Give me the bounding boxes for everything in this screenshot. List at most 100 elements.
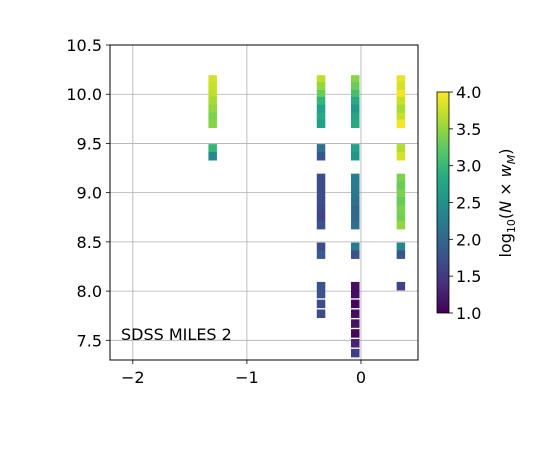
heatmap-cell bbox=[351, 197, 360, 206]
heatmap-cell bbox=[316, 197, 326, 206]
heatmap-cell bbox=[316, 119, 326, 128]
colorbar-tick-label: 4.0 bbox=[456, 83, 481, 102]
y-tick-label: 8.0 bbox=[77, 282, 102, 301]
heatmap-cell bbox=[351, 348, 360, 358]
heatmap-cell bbox=[351, 112, 360, 122]
heatmap-cell bbox=[351, 213, 360, 222]
heatmap-cell bbox=[351, 104, 360, 114]
heatmap-cell bbox=[208, 89, 217, 99]
heatmap-cell bbox=[396, 144, 406, 153]
heatmap-cell bbox=[316, 299, 326, 309]
heatmap-cell bbox=[396, 220, 406, 230]
heatmap-cell bbox=[396, 173, 406, 183]
heatmap-cell bbox=[316, 144, 326, 153]
heatmap-cell bbox=[208, 104, 217, 114]
colorbar-tick-label: 3.5 bbox=[456, 120, 481, 139]
heatmap-cell bbox=[396, 250, 406, 259]
heatmap-cell bbox=[396, 75, 406, 84]
heatmap-cell bbox=[396, 96, 406, 106]
colorbar: 1.0 1.5 2.0 2.5 3.0 3.5 4.0 bbox=[436, 83, 481, 323]
heatmap-cell bbox=[351, 329, 360, 338]
heatmap-cell bbox=[396, 281, 406, 291]
heatmap-cell bbox=[351, 205, 360, 214]
colorbar-tick-label: 1.5 bbox=[456, 267, 481, 286]
y-axis: 7.5 8.0 8.5 9.0 9.5 10.0 10.5 bbox=[66, 36, 110, 350]
heatmap-cell bbox=[396, 197, 406, 206]
heatmap-cell bbox=[316, 250, 326, 259]
colorbar-tick-label: 2.0 bbox=[456, 230, 481, 249]
y-tick-label: 10.0 bbox=[66, 85, 102, 104]
colorbar-tick-label: 2.5 bbox=[456, 194, 481, 213]
heatmap-cell bbox=[351, 181, 360, 191]
heatmap-cell bbox=[316, 89, 326, 99]
heatmap-cell bbox=[208, 96, 217, 106]
heatmap-cell bbox=[316, 289, 326, 299]
heatmap-cell bbox=[351, 151, 360, 161]
heatmap-cell bbox=[316, 281, 326, 291]
heatmap-cell bbox=[396, 89, 406, 99]
colorbar-tick-label: 1.0 bbox=[456, 304, 481, 323]
heatmap-cell bbox=[351, 309, 360, 318]
x-axis: −2 −1 0 bbox=[121, 360, 366, 387]
heatmap-cell bbox=[396, 112, 406, 122]
heatmap-cell bbox=[316, 220, 326, 230]
heatmap-cell bbox=[208, 112, 217, 122]
heatmap-cell bbox=[316, 96, 326, 106]
heatmap-cell bbox=[351, 319, 360, 328]
heatmap-cell bbox=[351, 96, 360, 106]
x-tick-label: 0 bbox=[356, 368, 366, 387]
heatmap-cells bbox=[208, 75, 406, 358]
heatmap-cell bbox=[208, 82, 217, 91]
heatmap-cell bbox=[396, 119, 406, 128]
heatmap-cell bbox=[351, 82, 360, 91]
grid-lines bbox=[110, 44, 418, 360]
heatmap-cell bbox=[316, 205, 326, 214]
heatmap-cell bbox=[351, 289, 360, 299]
heatmap-cell bbox=[351, 250, 360, 259]
y-tick-label: 9.0 bbox=[77, 184, 102, 203]
colorbar-gradient bbox=[436, 91, 450, 314]
heatmap-cell bbox=[316, 213, 326, 222]
heatmap-cell bbox=[351, 299, 360, 309]
heatmap-cell bbox=[351, 75, 360, 84]
heatmap-cell bbox=[351, 242, 360, 252]
heatmap-cell bbox=[351, 339, 360, 348]
y-tick-label: 7.5 bbox=[77, 331, 102, 350]
heatmap-cell bbox=[396, 213, 406, 222]
colorbar-tick-label: 3.0 bbox=[456, 157, 481, 176]
heatmap-cell bbox=[396, 104, 406, 114]
heatmap-cell bbox=[351, 173, 360, 183]
heatmap-cell bbox=[316, 151, 326, 161]
heatmap-cell bbox=[316, 173, 326, 183]
heatmap-cell bbox=[208, 75, 217, 84]
heatmap-cell bbox=[396, 181, 406, 191]
heatmap-cell bbox=[208, 144, 217, 153]
heatmap-cell bbox=[351, 220, 360, 230]
colorbar-label: log10(N × wM) bbox=[496, 148, 518, 257]
heatmap-cell bbox=[396, 189, 406, 198]
heatmap-cell bbox=[396, 151, 406, 161]
heatmap-cell bbox=[316, 181, 326, 191]
heatmap-cell bbox=[316, 242, 326, 252]
y-tick-label: 8.5 bbox=[77, 233, 102, 252]
heatmap-cell bbox=[316, 112, 326, 122]
y-tick-label: 9.5 bbox=[77, 134, 102, 153]
heatmap-cell bbox=[208, 119, 217, 128]
y-tick-label: 10.5 bbox=[66, 36, 102, 55]
x-tick-label: −2 bbox=[121, 368, 145, 387]
heatmap-cell bbox=[316, 82, 326, 91]
heatmap-cell bbox=[316, 189, 326, 198]
heatmap-cell bbox=[351, 89, 360, 99]
heatmap-cell bbox=[316, 104, 326, 114]
heatmap-cell bbox=[396, 242, 406, 252]
heatmap-cell bbox=[208, 151, 217, 161]
plot-frame bbox=[109, 44, 419, 361]
x-tick-label: −1 bbox=[235, 368, 259, 387]
colorbar-ticks: 1.0 1.5 2.0 2.5 3.0 3.5 4.0 bbox=[449, 83, 481, 323]
heatmap-cell bbox=[316, 75, 326, 84]
heatmap-cell bbox=[351, 144, 360, 153]
heatmap-cell bbox=[316, 309, 326, 318]
heatmap-cell bbox=[396, 82, 406, 91]
dataset-annotation: SDSS MILES 2 bbox=[121, 325, 232, 344]
